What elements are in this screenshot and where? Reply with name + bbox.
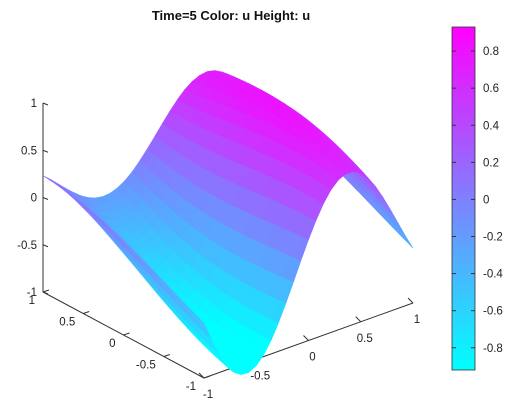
x-tick-mark	[407, 297, 414, 304]
y-tick-mark	[42, 289, 50, 293]
colorbar-gradient	[452, 27, 475, 370]
x-tick-mark	[355, 316, 362, 323]
surface-patch	[399, 229, 414, 249]
colorbar-tick-label: 0	[483, 194, 489, 206]
z-tick-label: 1	[31, 98, 37, 110]
colorbar-tick-label: 0.4	[483, 120, 500, 132]
x-tick-label: 0	[309, 352, 315, 364]
x-tick-mark	[303, 335, 309, 341]
z-tick-mark	[42, 291, 49, 295]
y-tick-label: -1	[186, 381, 196, 393]
z-tick-label: 0	[31, 193, 37, 205]
colorbar-tick-label: -0.8	[483, 343, 503, 355]
z-tick-label: 0.5	[21, 145, 37, 157]
colorbar-tick-label: -0.6	[483, 306, 503, 318]
colorbar-tick-label: 0.8	[483, 46, 499, 58]
z-tick-mark	[42, 149, 49, 153]
z-tick-label: -1	[27, 287, 37, 299]
y-tick-mark	[163, 354, 170, 357]
colorbar-tick-label: 0.6	[483, 83, 499, 95]
z-tick-mark	[42, 244, 49, 248]
y-tick-label: 1	[29, 295, 35, 307]
y-tick-mark	[123, 332, 130, 336]
x-tick-label: 1	[414, 314, 420, 326]
y-tick-label: 0	[109, 338, 115, 350]
z-tick-mark	[42, 197, 49, 200]
chart-title: Time=5 Color: u Height: u	[152, 8, 310, 23]
x-tick-label: -0.5	[250, 370, 270, 382]
z-tick-label: -0.5	[17, 240, 37, 252]
surface-plot	[42, 70, 414, 375]
z-tick-mark	[42, 102, 49, 106]
colorbar-frame	[451, 26, 476, 371]
x-tick-label: -1	[203, 389, 213, 401]
colorbar-tick-label: -0.4	[483, 269, 503, 281]
y-tick-mark	[83, 311, 90, 314]
y-tick-label: 0.5	[59, 317, 75, 329]
x-tick-label: 0.5	[357, 333, 373, 345]
colorbar-tick-label: -0.2	[483, 232, 503, 244]
y-tick-label: -0.5	[136, 360, 156, 372]
colorbar: 0.8 0.6 0.4 0.2 0 -0.2 -0.4 -0.6 -0.8	[451, 26, 503, 371]
colorbar-ticks: 0.8 0.6 0.4 0.2 0 -0.2 -0.4 -0.6 -0.8	[452, 46, 503, 355]
x-tick-mark	[198, 372, 205, 379]
y-tick-mark	[203, 375, 211, 379]
colorbar-tick-label: 0.2	[483, 157, 499, 169]
